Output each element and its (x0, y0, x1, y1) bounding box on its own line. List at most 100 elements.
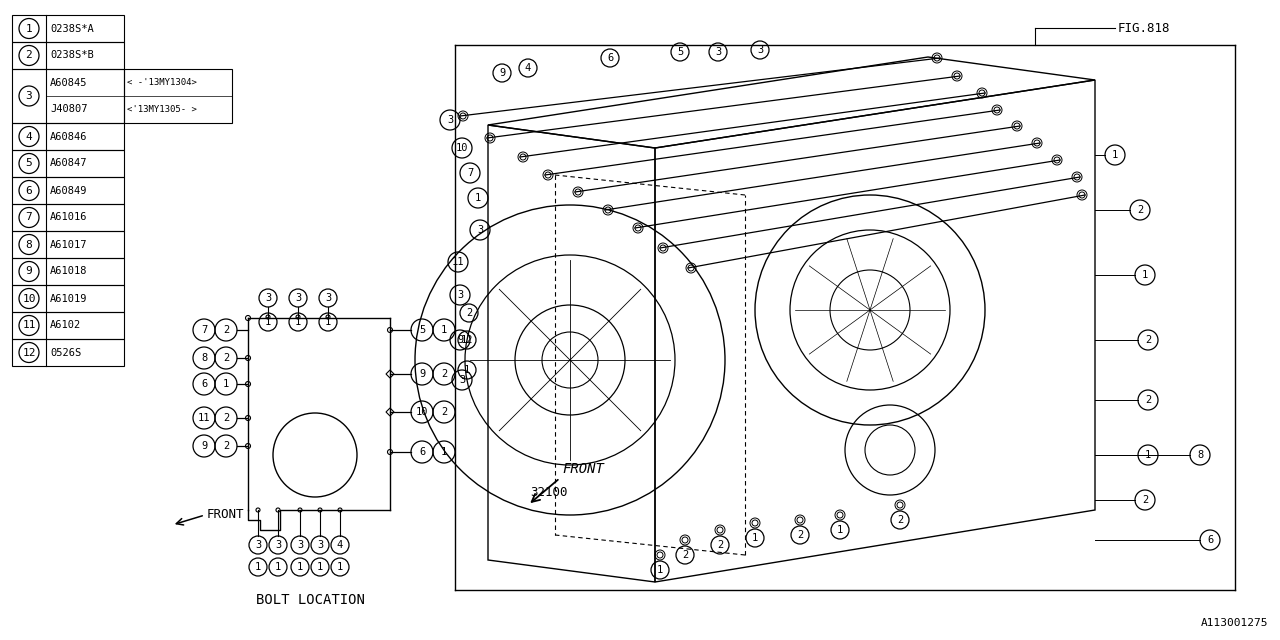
Text: A6102: A6102 (50, 321, 81, 330)
Text: 5: 5 (677, 47, 684, 57)
Bar (12, 231, 124, 258)
Text: 1: 1 (317, 562, 323, 572)
Bar (12, 69, 124, 123)
Text: < -'13MY1304>: < -'13MY1304> (127, 78, 197, 87)
Text: 1: 1 (657, 565, 663, 575)
Text: 8: 8 (1197, 450, 1203, 460)
Text: 4: 4 (337, 540, 343, 550)
Text: A61017: A61017 (50, 239, 87, 250)
Text: 10: 10 (416, 407, 429, 417)
Text: 12: 12 (22, 348, 36, 358)
Text: 10: 10 (22, 294, 36, 303)
Text: 1: 1 (297, 562, 303, 572)
Text: <'13MY1305- >: <'13MY1305- > (127, 105, 197, 114)
Text: 3: 3 (458, 375, 465, 385)
Text: 1: 1 (294, 317, 301, 327)
Text: 3: 3 (477, 225, 483, 235)
Bar (12, 339, 124, 366)
Text: BOLT LOCATION: BOLT LOCATION (256, 593, 365, 607)
Text: 1: 1 (1142, 270, 1148, 280)
Text: 1: 1 (223, 379, 229, 389)
Text: 2: 2 (223, 441, 229, 451)
Text: 2: 2 (440, 407, 447, 417)
Text: 2: 2 (717, 540, 723, 550)
Text: 3: 3 (255, 540, 261, 550)
Text: 1: 1 (837, 525, 844, 535)
Text: 9: 9 (419, 369, 425, 379)
Bar (12, 123, 124, 150)
Bar (12, 177, 124, 204)
Text: 1: 1 (1112, 150, 1119, 160)
Bar (12, 15, 124, 42)
Text: FRONT: FRONT (562, 462, 604, 476)
Text: 2: 2 (682, 550, 689, 560)
Text: 0526S: 0526S (50, 348, 81, 358)
Text: 32100: 32100 (530, 486, 567, 499)
Text: 1: 1 (265, 317, 271, 327)
Text: A61016: A61016 (50, 212, 87, 223)
Bar (12, 150, 124, 177)
Text: 6: 6 (607, 53, 613, 63)
Text: 2: 2 (223, 413, 229, 423)
Text: 11: 11 (452, 257, 465, 267)
Text: 9: 9 (201, 441, 207, 451)
Text: 0238S*A: 0238S*A (50, 24, 93, 33)
Text: 2: 2 (466, 308, 472, 318)
Text: 1: 1 (275, 562, 282, 572)
Text: 8: 8 (26, 239, 32, 250)
Text: 2: 2 (440, 369, 447, 379)
Text: 4: 4 (525, 63, 531, 73)
Text: 6: 6 (201, 379, 207, 389)
Text: 11: 11 (197, 413, 210, 423)
Text: 2: 2 (797, 530, 803, 540)
Text: 10: 10 (456, 143, 468, 153)
Text: 2: 2 (223, 353, 229, 363)
Text: 2: 2 (26, 51, 32, 61)
Text: 1: 1 (751, 533, 758, 543)
Text: 12: 12 (461, 335, 474, 345)
Text: 3: 3 (265, 293, 271, 303)
Text: J40807: J40807 (50, 104, 87, 115)
Text: 7: 7 (467, 168, 474, 178)
Bar (12, 204, 124, 231)
Text: 6: 6 (26, 186, 32, 195)
Text: 3: 3 (317, 540, 323, 550)
Bar (12, 42, 124, 69)
Bar (124, 69, 232, 123)
Text: 11: 11 (22, 321, 36, 330)
Text: 5: 5 (419, 325, 425, 335)
Text: A61019: A61019 (50, 294, 87, 303)
Text: 7: 7 (26, 212, 32, 223)
Text: 3: 3 (447, 115, 453, 125)
Text: FIG.818: FIG.818 (1117, 22, 1170, 35)
Text: 1: 1 (325, 317, 332, 327)
Text: 6: 6 (419, 447, 425, 457)
Text: A60846: A60846 (50, 131, 87, 141)
Text: 1: 1 (1144, 450, 1151, 460)
Text: 9: 9 (499, 68, 506, 78)
Text: 1: 1 (440, 447, 447, 457)
Text: FRONT: FRONT (207, 509, 244, 522)
Text: 2: 2 (1142, 495, 1148, 505)
Text: 9: 9 (26, 266, 32, 276)
Text: 2: 2 (223, 325, 229, 335)
Text: A61018: A61018 (50, 266, 87, 276)
Text: 2: 2 (1144, 335, 1151, 345)
Text: 3: 3 (714, 47, 721, 57)
Text: 1: 1 (337, 562, 343, 572)
Text: 3: 3 (275, 540, 282, 550)
Text: 7: 7 (201, 325, 207, 335)
Bar (12, 258, 124, 285)
Text: 1: 1 (26, 24, 32, 33)
Text: A113001275: A113001275 (1201, 618, 1268, 628)
Bar (12, 285, 124, 312)
Text: A60849: A60849 (50, 186, 87, 195)
Text: A60847: A60847 (50, 159, 87, 168)
Text: 3: 3 (26, 91, 32, 101)
Text: 2: 2 (1137, 205, 1143, 215)
Text: 0238S*B: 0238S*B (50, 51, 93, 61)
Bar (12, 312, 124, 339)
Text: 5: 5 (26, 159, 32, 168)
Text: 3: 3 (294, 293, 301, 303)
Text: 3: 3 (457, 290, 463, 300)
